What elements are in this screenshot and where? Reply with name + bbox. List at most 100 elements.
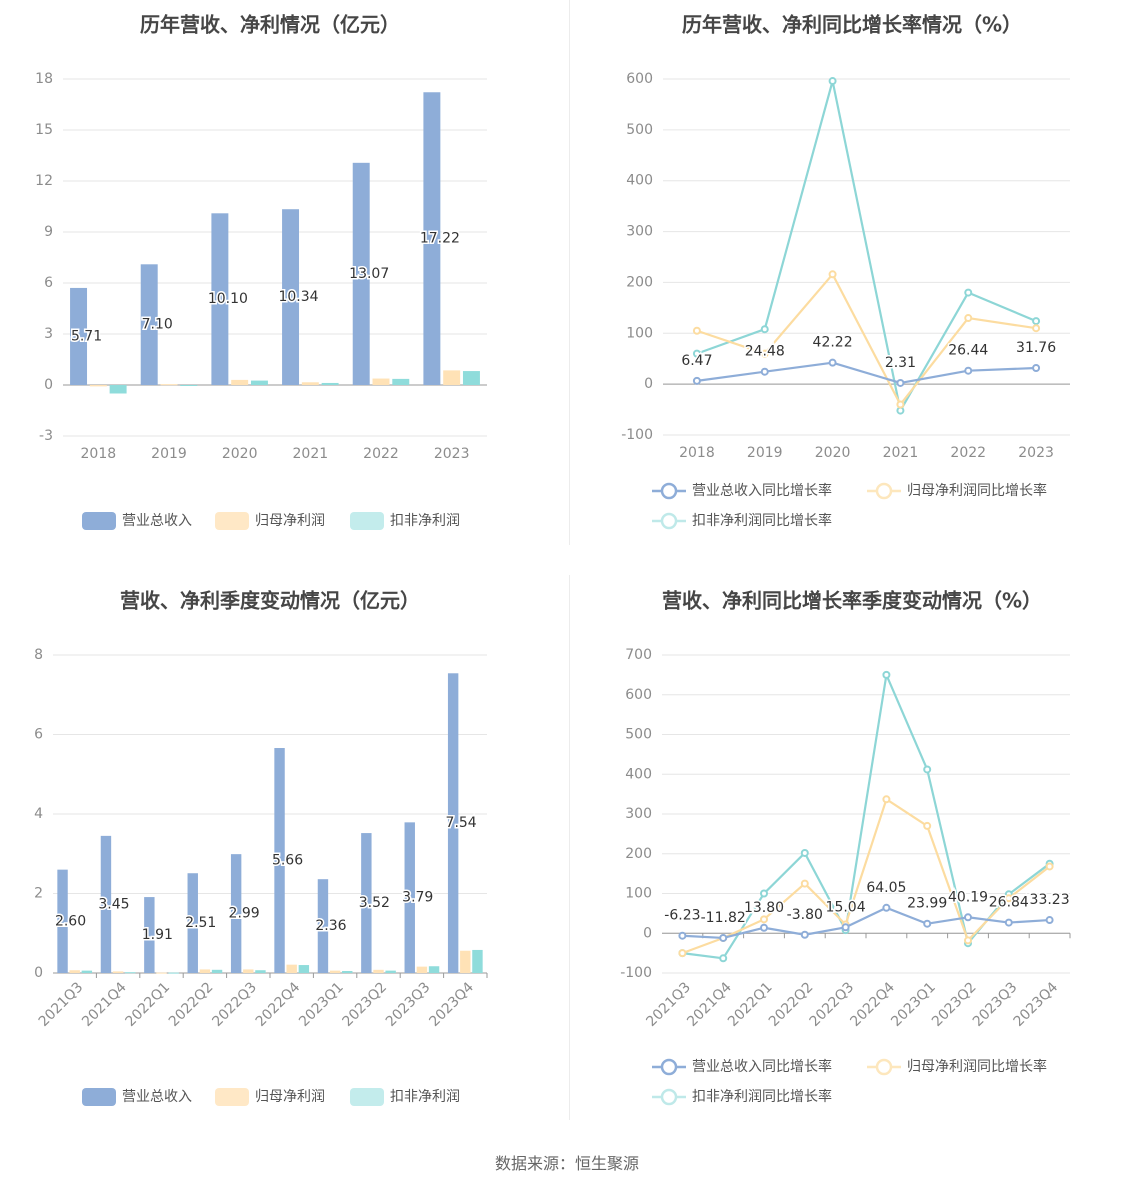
y-tick-label: 500 [625,727,652,743]
line-value-label: 26.44 [948,343,988,359]
bar-deducted-profit [255,970,266,973]
y-tick-label: 6 [44,275,53,291]
bar-value-label: 1.91 [142,927,173,943]
bar-deducted-profit [81,970,93,973]
chart-title: 营收、净利季度变动情况（亿元） [120,589,420,613]
bar-net-profit [286,964,297,973]
y-tick-label: 400 [626,173,653,189]
bar-net-profit [231,379,249,385]
bar-revenue [352,162,370,385]
x-tick-label: 2023Q2 [340,979,391,1030]
x-tick-label: 2021Q4 [79,979,130,1030]
line-value-label: 31.76 [1016,340,1056,356]
bar-value-label: 5.66 [272,853,303,869]
data-point [1004,918,1013,927]
annual-growth-rate-chart: 历年营收、净利同比增长率情况（%） 600 500 400 300 200 100 0 -100… [567,0,1134,560]
bar-revenue [317,879,329,973]
y-tick-label: -100 [620,965,652,981]
data-point [800,879,809,888]
data-point [964,366,973,375]
legend-swatch [350,1088,384,1106]
x-tick-label: 2018 [679,445,715,461]
x-tick-label: 2023Q2 [929,979,980,1030]
y-tick-label: 300 [626,224,653,240]
data-point [964,936,972,945]
legend-swatch [215,1088,249,1106]
y-tick-label: 0 [44,377,53,393]
y-tick-label: 0 [34,965,43,981]
legend-swatch [82,512,116,530]
data-point [882,795,891,804]
bar-deducted-profit [250,380,268,385]
bar-revenue [57,869,68,973]
bar-value-label: 2.51 [185,915,216,931]
bar-revenue [211,213,229,385]
y-tick-label: 500 [626,122,653,138]
legend-marker [660,512,678,530]
bar-value-label: 17.22 [420,231,460,247]
data-point [828,358,837,367]
legend-marker [660,1088,678,1106]
line-value-label: 15.04 [826,899,866,915]
legend-label: 扣非净利润同比增长率 [692,1088,832,1105]
series-line-revenue-growth [696,361,1037,385]
panel-divider-bottom [569,575,570,1120]
data-point [678,931,687,940]
y-tick-label: 18 [35,71,53,87]
bar-value-label: 2.99 [229,906,260,922]
legend-label: 归母净利润同比增长率 [907,482,1047,499]
quarterly-growth-rate-svg: 营收、净利同比增长率季度变动情况（%） 700 600 500 400 300 200 100… [620,589,1071,1106]
series-line-deducted-growth [696,79,1037,412]
series-line-net-profit-growth [696,273,1037,406]
data-point [760,889,768,898]
bar-value-label: 2.60 [55,913,86,929]
data-point [923,919,932,928]
data-point [760,915,768,924]
y-tick-label: 200 [626,274,653,290]
y-tick-label: 4 [34,806,43,822]
chart-title: 历年营收、净利情况（亿元） [140,13,400,37]
x-tick-label: 2023Q1 [888,979,939,1030]
bar-revenue [140,264,158,385]
bar-value-label: 7.54 [446,815,477,831]
x-tick-label: 2023Q1 [296,979,347,1030]
data-source-note: 数据来源：恒生聚源 [494,1154,639,1173]
legend-swatch [215,512,249,530]
x-tick-label: 2022Q4 [253,979,304,1030]
data-point [800,848,809,857]
x-tick-label: 2022Q3 [807,979,858,1030]
bar-net-profit [160,384,178,386]
x-tick-label: 2019 [151,446,187,462]
bar-deducted-profit [321,382,339,385]
bar-net-profit [243,969,254,973]
line-value-label: 64.05 [866,880,906,896]
series-line-net-profit-growth [682,798,1051,955]
data-point [964,288,973,297]
quarterly-growth-rate-chart: 营收、净利同比增长率季度变动情况（%） 700 600 500 400 300 200 100… [567,575,1134,1135]
bar-deducted-profit [472,949,483,973]
legend-label: 归母净利润 [255,512,325,529]
bar-revenue [187,873,198,973]
data-point [828,77,837,86]
data-point [719,954,728,963]
x-tick-label: 2023Q4 [1011,979,1062,1030]
legend-label: 归母净利润同比增长率 [907,1058,1047,1075]
chart-title: 历年营收、净利同比增长率情况（%） [682,13,1022,37]
line-value-label: -11.82 [701,910,746,926]
y-tick-label: 300 [625,806,652,822]
x-tick-label: 2021Q3 [643,979,694,1030]
line-value-label: 24.48 [745,344,785,360]
bar-net-profit [460,950,471,973]
x-tick-label: 2023Q3 [383,979,434,1030]
bar-value-label: 7.10 [142,317,173,333]
line-value-label: 40.19 [948,889,988,905]
x-tick-label: 2022Q1 [725,979,776,1030]
line-value-label: -3.80 [787,907,823,923]
bar-revenue [282,209,300,385]
line-value-label: 26.84 [989,895,1029,911]
x-tick-label: 2022 [363,446,399,462]
legend-marker [875,482,893,500]
y-tick-label: 12 [35,173,53,189]
legend-marker [660,1058,678,1076]
bar-net-profit [373,969,384,973]
